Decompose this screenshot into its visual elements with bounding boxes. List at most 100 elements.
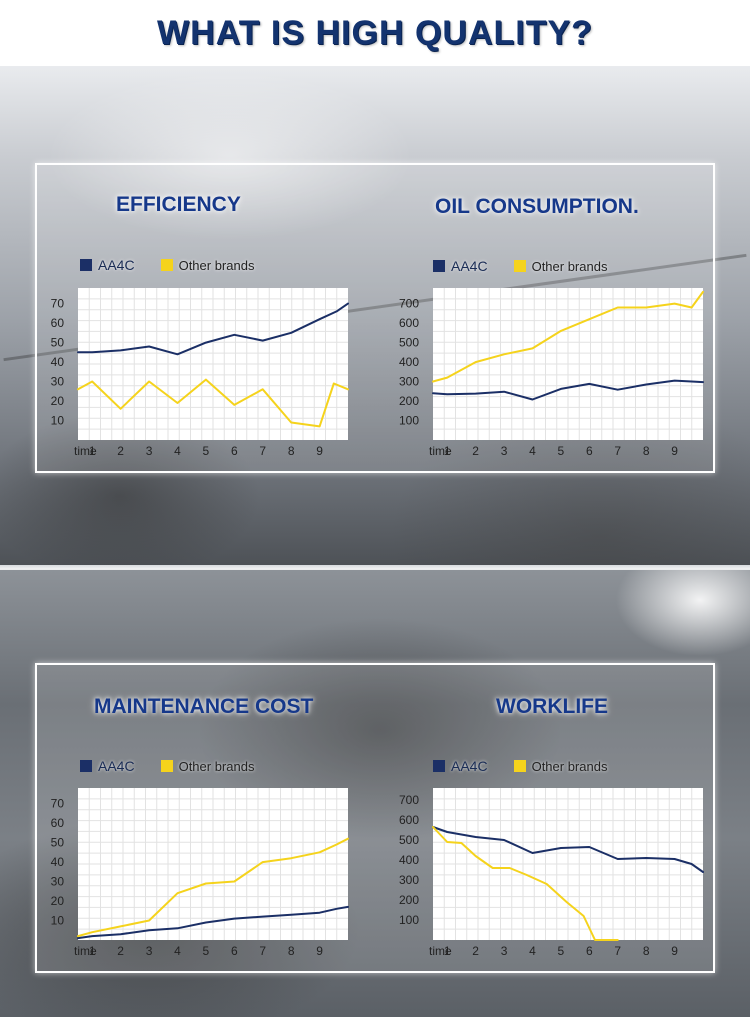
legend-label: Other brands <box>531 258 608 274</box>
y-tick-label: 20 <box>51 394 65 408</box>
x-tick-label: 7 <box>614 444 621 458</box>
x-tick-label: 8 <box>288 944 295 958</box>
x-tick-label: 1 <box>89 444 96 458</box>
x-tick-label: 3 <box>501 944 508 958</box>
legend-item-aa4c: AA4C <box>80 758 135 774</box>
chart-title: MAINTENANCE COST <box>94 695 314 718</box>
x-tick-label: 9 <box>316 944 323 958</box>
legend-label: Other brands <box>178 257 255 273</box>
series-line-other-brands <box>432 826 619 941</box>
y-tick-label: 30 <box>51 375 65 389</box>
x-tick-label: 2 <box>117 944 124 958</box>
y-tick-label: 200 <box>399 893 419 907</box>
x-axis-label: time <box>429 944 452 958</box>
x-tick-label: 1 <box>444 944 451 958</box>
series-line-aa4c <box>432 826 704 873</box>
chart-legend: AA4C Other brands <box>433 758 633 774</box>
x-tick-label: 4 <box>174 944 181 958</box>
x-tick-label: 8 <box>643 944 650 958</box>
x-axis-label: time <box>429 444 452 458</box>
x-tick-label: 7 <box>259 944 266 958</box>
y-tick-label: 300 <box>399 375 419 389</box>
y-tick-label: 200 <box>399 394 419 408</box>
x-tick-label: 5 <box>558 944 565 958</box>
y-tick-label: 30 <box>51 875 65 889</box>
legend-item-aa4c: AA4C <box>433 258 488 274</box>
legend-label: Other brands <box>531 758 608 774</box>
chart-legend: AA4C Other brands <box>80 257 280 273</box>
legend-label: AA4C <box>98 257 135 273</box>
legend-swatch-aa4c <box>80 760 92 772</box>
x-tick-label: 9 <box>671 444 678 458</box>
x-tick-label: 3 <box>146 444 153 458</box>
chart-title: OIL CONSUMPTION. <box>435 195 639 218</box>
x-tick-label: 6 <box>231 944 238 958</box>
legend-item-aa4c: AA4C <box>80 257 135 273</box>
legend-item-other: Other brands <box>513 258 608 274</box>
legend-swatch-other <box>160 760 173 772</box>
legend-swatch-aa4c <box>433 760 445 772</box>
x-tick-label: 6 <box>586 944 593 958</box>
y-tick-label: 60 <box>51 816 65 830</box>
series-line-aa4c <box>432 379 704 401</box>
series-line-aa4c <box>77 302 349 356</box>
y-tick-label: 500 <box>399 833 419 847</box>
series-line-aa4c <box>77 905 349 940</box>
legend-label: AA4C <box>451 758 488 774</box>
worklife-chart: WORKLIFE AA4C Other brands 100 200 300 400 5… <box>393 665 733 975</box>
x-tick-label: 6 <box>586 444 593 458</box>
legend-item-aa4c: AA4C <box>433 758 488 774</box>
legend-item-other: Other brands <box>513 758 608 774</box>
x-axis-label: time <box>74 444 97 458</box>
y-tick-label: 50 <box>51 836 65 850</box>
x-tick-label: 4 <box>174 444 181 458</box>
x-tick-label: 4 <box>529 444 536 458</box>
y-tick-label: 20 <box>51 894 65 908</box>
x-tick-label: 2 <box>117 444 124 458</box>
y-tick-label: 50 <box>51 336 65 350</box>
x-tick-label: 4 <box>529 944 536 958</box>
x-tick-label: 5 <box>203 944 210 958</box>
x-tick-label: 8 <box>643 444 650 458</box>
y-tick-label: 40 <box>51 855 65 869</box>
x-tick-label: 6 <box>231 444 238 458</box>
x-tick-label: 9 <box>316 444 323 458</box>
legend-label: AA4C <box>98 758 135 774</box>
page-header: WHAT IS HIGH QUALITY? <box>0 0 750 66</box>
x-tick-label: 1 <box>89 944 96 958</box>
y-tick-label: 40 <box>51 355 65 369</box>
legend-item-other: Other brands <box>160 758 255 774</box>
x-tick-label: 2 <box>472 444 479 458</box>
section-divider <box>0 565 750 573</box>
y-tick-label: 600 <box>399 316 419 330</box>
y-tick-label: 70 <box>51 797 65 811</box>
x-tick-label: 7 <box>614 944 621 958</box>
efficiency-chart: EFFICIENCY AA4C Other brands 10 20 30 40 50 6… <box>38 165 378 475</box>
chart-title: EFFICIENCY <box>116 193 241 216</box>
x-tick-label: 2 <box>472 944 479 958</box>
y-tick-label: 400 <box>399 355 419 369</box>
x-tick-label: 7 <box>259 444 266 458</box>
legend-swatch-other <box>160 259 173 271</box>
x-tick-label: 8 <box>288 444 295 458</box>
page-title: WHAT IS HIGH QUALITY? <box>157 13 593 52</box>
legend-swatch-aa4c <box>433 260 445 272</box>
x-tick-label: 9 <box>671 944 678 958</box>
oil-consumption-chart: OIL CONSUMPTION. AA4C Other brands 100 20… <box>393 165 733 475</box>
y-tick-label: 400 <box>399 853 419 867</box>
y-tick-label: 600 <box>399 813 419 827</box>
chart-title: WORKLIFE <box>496 695 608 718</box>
y-tick-label: 700 <box>399 297 419 311</box>
legend-swatch-other <box>513 260 526 272</box>
legend-label: Other brands <box>178 758 255 774</box>
y-tick-label: 70 <box>51 297 65 311</box>
y-tick-label: 100 <box>399 913 419 927</box>
legend-label: AA4C <box>451 258 488 274</box>
y-tick-label: 60 <box>51 316 65 330</box>
chart-legend: AA4C Other brands <box>433 258 633 274</box>
y-tick-label: 10 <box>51 914 65 928</box>
